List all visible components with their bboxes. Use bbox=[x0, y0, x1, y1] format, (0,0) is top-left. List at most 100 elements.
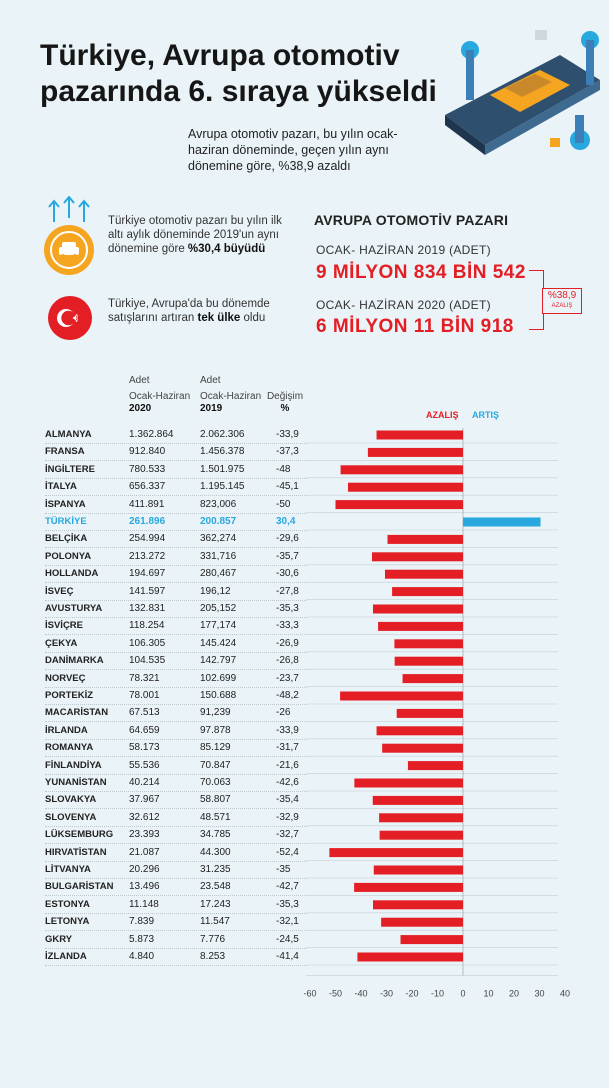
table-row: TÜRKİYE 261.896 200.857 30,4 bbox=[0, 513, 609, 531]
value-2019: 17.243 bbox=[200, 898, 231, 910]
value-2019: 142.797 bbox=[200, 655, 237, 667]
country-name: YUNANİSTAN bbox=[45, 777, 107, 788]
value-2019: 200.857 bbox=[200, 516, 237, 527]
table-row: İZLANDA 4.840 8.253 -41,4 bbox=[0, 948, 609, 966]
bar-polonya bbox=[371, 552, 463, 562]
country-name: ROMANYA bbox=[45, 742, 94, 754]
country-name: İSVEÇ bbox=[45, 585, 74, 597]
value-2019: 23.548 bbox=[200, 881, 231, 893]
change-percent: -29,6 bbox=[276, 533, 299, 545]
value-2020: 411.891 bbox=[129, 498, 165, 510]
value-2020: 132.831 bbox=[129, 603, 166, 614]
page-subtitle: Avrupa otomotiv pazarı, bu yılın ocak-ha… bbox=[188, 127, 398, 173]
change-percent: -26,9 bbox=[276, 637, 299, 649]
x-tick-label: 30 bbox=[534, 988, 544, 998]
value-2020: 4.840 bbox=[129, 951, 155, 962]
value-2019: 362,274 bbox=[200, 533, 237, 545]
legend-increase: ARTIŞ bbox=[472, 410, 499, 420]
value-2020: 7.839 bbox=[129, 916, 155, 928]
country-name: LİTVANYA bbox=[45, 864, 91, 875]
country-name: FRANSA bbox=[45, 446, 85, 458]
table-row: İSPANYA 411.891 823,006 -50 bbox=[0, 496, 609, 514]
row-divider bbox=[45, 564, 307, 566]
value-2020: 40.214 bbox=[129, 777, 160, 788]
table-row: POLONYA 213.272 331,716 -35,7 bbox=[0, 548, 609, 566]
value-2019: 70.847 bbox=[200, 759, 231, 771]
row-divider bbox=[45, 756, 307, 758]
car-factory-illustration bbox=[445, 30, 600, 155]
bar-norveç bbox=[402, 674, 463, 684]
table-row: SLOVAKYA 37.967 58.807 -35,4 bbox=[0, 791, 609, 810]
value-2019: 102.699 bbox=[200, 672, 237, 684]
row-divider bbox=[45, 860, 307, 862]
bar-i̇sveç bbox=[392, 587, 463, 597]
turkey-only-note: Türkiye, Avrupa'da bu dönemde satışların… bbox=[108, 298, 270, 324]
bar-bulgari̇stan bbox=[354, 882, 463, 892]
country-name: MACARİSTAN bbox=[45, 707, 109, 719]
decrease-badge: %38,9 AZALIŞ bbox=[542, 288, 582, 314]
change-percent: -31,7 bbox=[276, 742, 299, 754]
table-row: DANİMARKA 104.535 142.797 -26,8 bbox=[0, 652, 609, 671]
bar-slovenya bbox=[379, 813, 463, 823]
table-row: BULGARİSTAN 13.496 23.548 -42,7 bbox=[0, 878, 609, 897]
label-2019: OCAK- HAZİRAN 2019 (ADET) bbox=[316, 243, 491, 257]
country-name: GKRY bbox=[45, 933, 73, 945]
value-2019: 2.062.306 bbox=[200, 429, 245, 440]
value-2019: 48.571 bbox=[200, 811, 231, 823]
value-2020: 20.296 bbox=[129, 864, 160, 875]
country-name: LÜKSEMBURG bbox=[45, 829, 114, 841]
change-percent: -26 bbox=[276, 707, 291, 719]
row-divider bbox=[45, 912, 307, 914]
country-name: PORTEKİZ bbox=[45, 690, 94, 701]
row-divider bbox=[45, 460, 307, 462]
country-name: İNGİLTERE bbox=[45, 463, 95, 475]
row-divider bbox=[45, 947, 307, 949]
x-tick-label: -30 bbox=[380, 988, 393, 998]
country-name: BULGARİSTAN bbox=[45, 881, 114, 893]
table-row: FRANSA 912.840 1.456.378 -37,3 bbox=[0, 443, 609, 462]
row-divider bbox=[45, 634, 307, 636]
row-divider bbox=[45, 582, 307, 584]
change-percent: 30,4 bbox=[276, 516, 296, 527]
change-percent: -33,9 bbox=[276, 724, 299, 736]
table-row: AVUSTURYA 132.831 205,152 -35,3 bbox=[0, 600, 609, 618]
row-divider bbox=[45, 738, 307, 740]
change-percent: -32,9 bbox=[276, 811, 299, 823]
table-row: ROMANYA 58.173 85.129 -31,7 bbox=[0, 739, 609, 758]
value-2020: 67.513 bbox=[129, 707, 160, 719]
value-2019: 196,12 bbox=[200, 585, 231, 597]
country-name: HIRVATİSTAN bbox=[45, 846, 107, 858]
value-2020: 55.536 bbox=[129, 759, 160, 771]
value-2019: 97.878 bbox=[200, 724, 231, 736]
change-percent: -48 bbox=[276, 463, 291, 475]
country-name: SLOVAKYA bbox=[45, 794, 97, 806]
table-row: HOLLANDA 194.697 280,467 -30,6 bbox=[0, 565, 609, 584]
x-tick-label: -20 bbox=[405, 988, 418, 998]
legend-decrease: AZALIŞ bbox=[426, 410, 459, 420]
value-2019: 9 MİLYON 834 BİN 542 bbox=[316, 262, 526, 283]
bar-almanya bbox=[376, 430, 463, 440]
row-divider bbox=[45, 495, 307, 497]
country-name: BELÇİKA bbox=[45, 533, 88, 545]
value-2020: 32.612 bbox=[129, 811, 160, 823]
table-row: HIRVATİSTAN 21.087 44.300 -52,4 bbox=[0, 844, 609, 862]
value-2020: 118.254 bbox=[129, 620, 165, 632]
bar-i̇zlanda bbox=[357, 952, 463, 962]
row-divider bbox=[45, 965, 307, 966]
value-2019: 11.547 bbox=[200, 916, 230, 928]
value-2020: 21.087 bbox=[129, 846, 160, 858]
turkey-growth-note: Türkiye otomotiv pazarı bu yılın ilk alt… bbox=[108, 215, 282, 255]
value-2020: 656.337 bbox=[129, 481, 166, 493]
value-2019: 70.063 bbox=[200, 777, 231, 788]
change-percent: -41,4 bbox=[276, 951, 299, 962]
table-row: PORTEKİZ 78.001 150.688 -48,2 bbox=[0, 687, 609, 705]
row-divider bbox=[45, 547, 307, 549]
bar-fi̇nlandi̇ya bbox=[407, 761, 463, 771]
market-title: AVRUPA OTOMOTİV PAZARI bbox=[314, 212, 509, 228]
country-name: LETONYA bbox=[45, 916, 90, 928]
row-divider bbox=[45, 930, 307, 932]
up-arrows-icon bbox=[48, 196, 90, 222]
value-2019: 85.129 bbox=[200, 742, 231, 754]
value-2020: 106.305 bbox=[129, 637, 166, 649]
row-divider bbox=[45, 721, 307, 723]
